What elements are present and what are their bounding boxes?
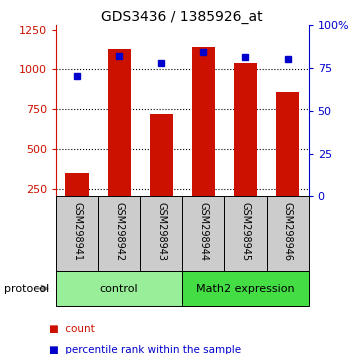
Bar: [182, 196, 225, 271]
Bar: [98, 196, 140, 271]
Title: GDS3436 / 1385926_at: GDS3436 / 1385926_at: [101, 10, 263, 24]
Bar: [266, 196, 309, 271]
Text: GSM298943: GSM298943: [156, 202, 166, 261]
Text: GSM298946: GSM298946: [283, 202, 293, 261]
Bar: [192, 47, 215, 228]
Bar: [150, 114, 173, 228]
Text: GSM298945: GSM298945: [240, 202, 251, 262]
Text: GSM298944: GSM298944: [198, 202, 208, 261]
Text: protocol: protocol: [4, 284, 49, 293]
Bar: [234, 63, 257, 228]
Text: GSM298942: GSM298942: [114, 202, 124, 262]
Bar: [182, 271, 309, 306]
Bar: [225, 196, 266, 271]
Text: ■  count: ■ count: [49, 324, 95, 334]
Bar: [56, 196, 98, 271]
Text: control: control: [100, 284, 138, 293]
Text: Math2 expression: Math2 expression: [196, 284, 295, 293]
Text: ■  percentile rank within the sample: ■ percentile rank within the sample: [49, 345, 241, 354]
Bar: [56, 271, 182, 306]
Bar: [108, 48, 131, 228]
Bar: [65, 173, 88, 228]
Bar: [276, 92, 299, 228]
Bar: [140, 196, 182, 271]
Text: GSM298941: GSM298941: [72, 202, 82, 261]
